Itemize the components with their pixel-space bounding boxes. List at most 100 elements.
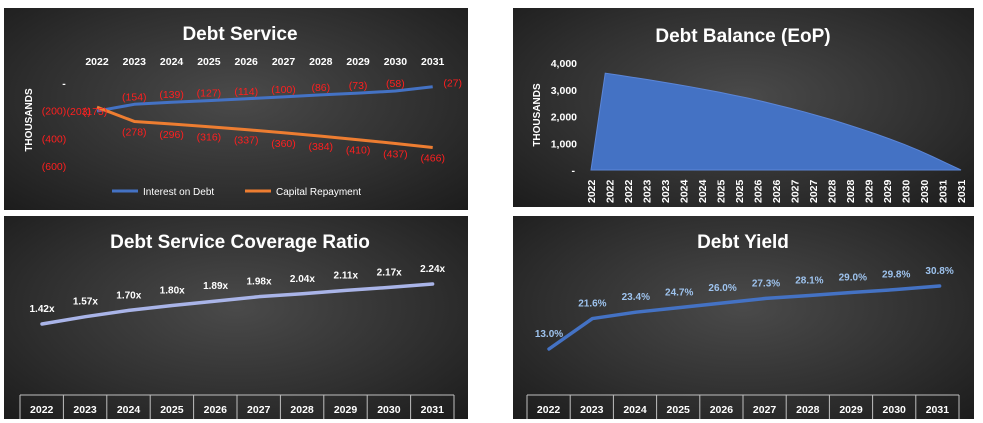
dscr-data-label: 2.24x [420, 264, 445, 275]
dscr-data-label: 1.98x [246, 277, 271, 288]
debt-balance-area [590, 72, 962, 171]
debt-balance-y-tick: 4,000 [551, 58, 577, 70]
debt-yield-panel: Debt Yield 13.0% 21.6% 23.4% 24.7% 26.0% 27.3… [513, 216, 974, 419]
debt-yield-line [547, 284, 942, 351]
debt-balance-x-tick: 2025 [716, 179, 728, 203]
debt-service-panel: Debt Service THOUSANDS 2022 2023 2024 2025 2… [4, 8, 468, 210]
debt-balance-x-tick: 2030 [919, 179, 931, 203]
debt-service-interest-label: (86) [311, 82, 330, 94]
debt-yield-chart: Debt Yield 13.0% 21.6% 23.4% 24.7% 26.0% 27.3… [526, 232, 960, 419]
debt-service-title: Debt Service [182, 24, 297, 45]
debt-yield-data-label: 30.8% [925, 266, 953, 277]
dscr-x-tick: 2028 [290, 404, 314, 416]
debt-balance-x-tick: 2023 [660, 179, 672, 203]
debt-balance-x-tick: 2028 [827, 179, 839, 203]
debt-balance-x-tick: 2027 [790, 179, 802, 203]
debt-service-interest-label: (127) [197, 88, 222, 100]
debt-service-x-tick: 2022 [85, 56, 109, 68]
debt-service-capital-label: (175) [83, 106, 108, 118]
debt-balance-panel: Debt Balance (EoP) THOUSANDS - 1,000 2,000… [513, 8, 974, 207]
debt-service-interest-label: (100) [271, 84, 296, 96]
debt-balance-x-tick: 2028 [845, 179, 857, 203]
debt-balance-x-tick: 2031 [956, 179, 968, 203]
debt-service-x-tick: 2027 [272, 56, 296, 68]
debt-balance-x-tick: 2026 [771, 179, 783, 203]
debt-service-ylabel: THOUSANDS [24, 88, 35, 152]
debt-service-interest-label: (139) [159, 89, 184, 101]
debt-service-chart: Debt Service THOUSANDS 2022 2023 2024 2025 2… [24, 24, 462, 198]
debt-balance-y-tick: 2,000 [551, 112, 577, 124]
dscr-data-label: 1.80x [160, 285, 185, 296]
debt-yield-data-label: 13.0% [535, 329, 563, 340]
debt-yield-data-label: 21.6% [578, 299, 606, 310]
debt-yield-x-tick: 2028 [796, 404, 820, 416]
debt-service-x-tick: 2026 [235, 56, 259, 68]
debt-service-x-tick: 2025 [197, 56, 221, 68]
dscr-data-label: 1.42x [29, 304, 54, 315]
debt-service-x-tick: 2029 [346, 56, 370, 68]
debt-service-x-tick: 2031 [421, 56, 445, 68]
debt-service-interest-label: (27) [443, 78, 462, 90]
dscr-chart: Debt Service Coverage Ratio 1.42x 1.57x 1.… [19, 232, 455, 419]
debt-service-capital-label: (360) [271, 138, 296, 150]
dscr-data-label: 2.04x [290, 274, 315, 285]
debt-yield-data-label: 29.8% [882, 270, 910, 281]
dscr-x-tick: 2022 [30, 404, 54, 416]
debt-yield-data-label: 24.7% [665, 288, 693, 299]
dscr-x-tick: 2026 [204, 404, 228, 416]
debt-balance-y-tick: - [572, 165, 576, 177]
debt-service-interest-label: (58) [386, 78, 405, 90]
debt-service-x-tick: 2028 [309, 56, 333, 68]
debt-balance-x-tick: 2024 [679, 179, 691, 203]
debt-balance-x-tick: 2022 [623, 179, 635, 203]
dscr-panel: Debt Service Coverage Ratio 1.42x 1.57x 1.… [4, 216, 468, 419]
debt-yield-x-tick: 2029 [839, 404, 863, 416]
debt-balance-x-tick: 2026 [753, 179, 765, 203]
debt-service-legend-label: Interest on Debt [143, 187, 214, 198]
debt-service-capital-label: (337) [234, 135, 259, 147]
dscr-x-tick: 2027 [247, 404, 271, 416]
debt-service-capital-label: (384) [309, 141, 334, 153]
debt-yield-data-label: 29.0% [839, 272, 867, 283]
debt-service-capital-label: (437) [383, 148, 408, 160]
debt-service-legend-label: Capital Repayment [276, 187, 361, 198]
debt-service-interest-label: (154) [122, 91, 147, 103]
dscr-line [40, 282, 435, 326]
debt-yield-title: Debt Yield [697, 232, 789, 253]
debt-yield-data-label: 28.1% [795, 276, 823, 287]
dscr-x-tick: 2030 [377, 404, 401, 416]
debt-balance-x-tick: 2029 [882, 179, 894, 203]
dscr-data-label: 1.70x [116, 290, 141, 301]
debt-balance-x-tick: 2023 [642, 179, 654, 203]
debt-service-interest-label: (114) [234, 86, 258, 98]
debt-balance-x-tick: 2030 [901, 179, 913, 203]
debt-balance-x-tick: 2022 [586, 179, 598, 203]
debt-balance-x-tick: 2029 [864, 179, 876, 203]
dscr-data-label: 1.57x [73, 297, 98, 308]
debt-service-x-tick: 2023 [123, 56, 147, 68]
dscr-data-label: 1.89x [203, 281, 228, 292]
debt-balance-x-tick: 2022 [605, 179, 617, 203]
debt-service-interest-label: (73) [349, 80, 368, 92]
dscr-data-label: 2.11x [334, 270, 359, 281]
debt-balance-y-tick: 3,000 [551, 85, 577, 97]
debt-service-series-interest [96, 85, 433, 113]
debt-service-y-tick: - [62, 78, 66, 90]
debt-service-y-tick: (400) [42, 133, 67, 145]
dscr-title: Debt Service Coverage Ratio [110, 232, 370, 253]
dscr-x-tick: 2025 [160, 404, 184, 416]
debt-balance-x-tick: 2025 [734, 179, 746, 203]
debt-balance-title: Debt Balance (EoP) [655, 26, 830, 47]
dscr-data-label: 2.17x [377, 267, 402, 278]
debt-yield-x-tick: 2026 [710, 404, 734, 416]
debt-balance-chart: Debt Balance (EoP) THOUSANDS - 1,000 2,000… [532, 26, 968, 203]
debt-service-capital-label: (316) [197, 132, 222, 144]
debt-service-x-tick: 2030 [384, 56, 408, 68]
dscr-x-tick: 2023 [73, 404, 97, 416]
debt-service-capital-label: (466) [420, 152, 445, 164]
debt-service-capital-label: (278) [122, 126, 147, 138]
debt-service-capital-label: (410) [346, 145, 371, 157]
debt-service-capital-label: (296) [159, 129, 184, 141]
debt-balance-ylabel: THOUSANDS [532, 83, 543, 147]
debt-service-x-tick: 2024 [160, 56, 184, 68]
